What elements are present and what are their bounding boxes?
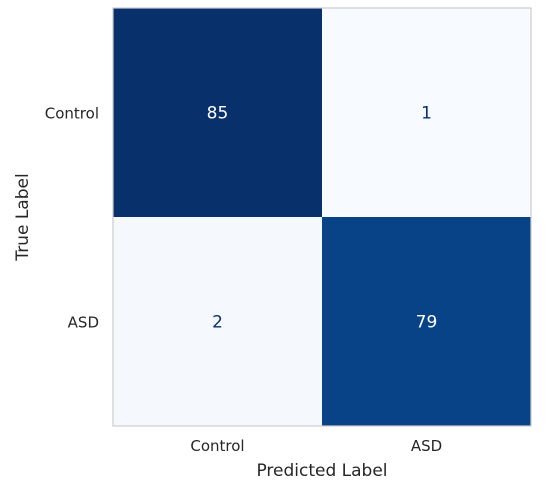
heatmap-cell-control-asd xyxy=(322,8,531,217)
x-tick-label: ASD xyxy=(411,437,442,455)
cell-value-label: 2 xyxy=(212,313,223,333)
x-tick-label: Control xyxy=(190,437,244,455)
cell-value-label: 79 xyxy=(416,313,438,333)
x-axis-label: Predicted Label xyxy=(256,461,387,481)
plot-frame xyxy=(112,7,532,427)
y-tick-label: Control xyxy=(45,105,99,123)
y-axis-label: True Label xyxy=(13,173,33,261)
cell-value-label: 1 xyxy=(421,104,432,124)
cell-value-label: 85 xyxy=(207,104,229,124)
heatmap-cells xyxy=(113,8,531,426)
heatmap-cell-asd-asd xyxy=(322,217,531,426)
heatmap-cell-control-control xyxy=(113,8,322,217)
heatmap-cell-asd-control xyxy=(113,217,322,426)
cell-value-labels: 85 1 2 79 xyxy=(207,104,438,333)
y-tick-label: ASD xyxy=(68,314,99,332)
x-tick-labels: Control ASD xyxy=(190,437,442,455)
y-tick-labels: Control ASD xyxy=(45,105,99,332)
